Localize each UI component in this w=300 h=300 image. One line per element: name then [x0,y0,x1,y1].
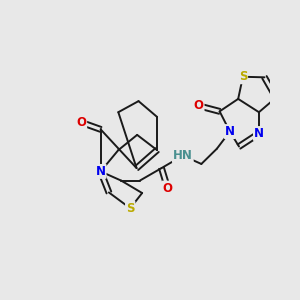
Text: N: N [96,165,106,178]
Text: HN: HN [173,149,193,162]
Text: S: S [238,70,247,83]
Text: S: S [126,202,134,215]
Text: N: N [254,127,264,140]
Text: O: O [76,116,86,129]
Text: N: N [225,125,235,138]
Text: O: O [194,99,204,112]
Text: O: O [163,182,172,194]
